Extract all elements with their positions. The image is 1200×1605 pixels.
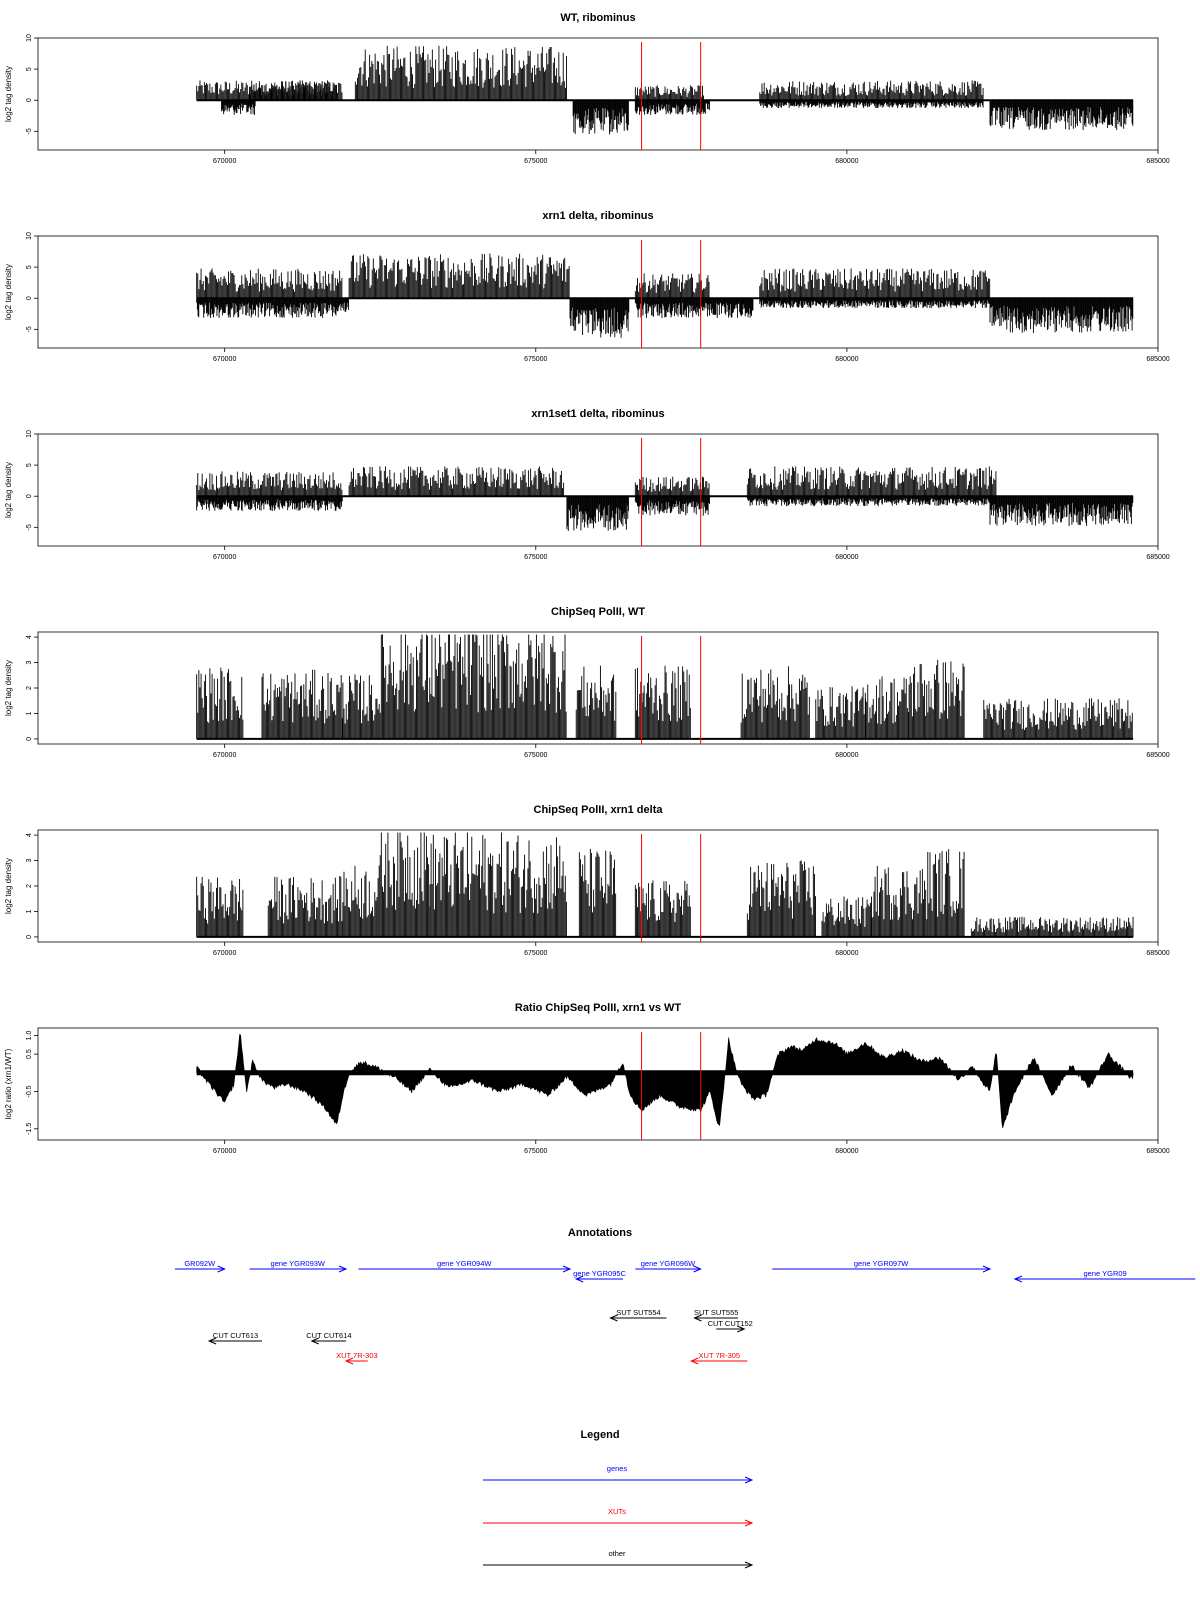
x-tick-label: 680000 <box>835 554 858 561</box>
data-segment-4 <box>570 298 629 338</box>
data-segment-8 <box>760 298 990 308</box>
y-tick-label: 5 <box>26 67 33 71</box>
y-tick-label: 5 <box>26 463 33 467</box>
x-tick-label: 670000 <box>213 554 236 561</box>
y-axis-label: log2 tag density <box>4 264 13 320</box>
x-tick-label: 680000 <box>835 752 858 759</box>
data-segment-9 <box>990 298 1133 333</box>
x-tick-label: 685000 <box>1146 752 1169 759</box>
y-tick-label: 2 <box>26 686 33 690</box>
data-segment-6 <box>635 85 703 100</box>
panel-4: ChipSeq PolII, WT log2 tag density 4 3 2 1 0 67… <box>4 606 1170 759</box>
panel-title: xrn1 delta, ribominus <box>542 210 653 222</box>
data-segment-8 <box>747 496 996 506</box>
data-segment-1 <box>197 471 342 496</box>
y-tick-label: -5 <box>26 524 33 530</box>
y-tick-label: 10 <box>26 232 33 240</box>
x-tick-label: 680000 <box>835 158 858 165</box>
panel-title: xrn1set1 delta, ribominus <box>531 408 664 420</box>
y-tick-label: 0 <box>26 737 33 741</box>
y-tick-label: -5 <box>26 128 33 134</box>
data-segment-3 <box>349 466 563 496</box>
data-segment-2 <box>197 298 349 318</box>
y-tick-label: 1 <box>26 711 33 715</box>
x-tick-label: 670000 <box>213 752 236 759</box>
data-segment-1 <box>197 668 243 739</box>
data-segment-7 <box>635 100 709 115</box>
data-segment-2 <box>222 100 256 115</box>
data-segment-6 <box>635 496 709 516</box>
y-axis-label: log2 tag density <box>4 462 13 518</box>
data-segment-5 <box>635 273 709 298</box>
y-tick-label: 4 <box>26 635 33 639</box>
data-segment-9 <box>760 100 983 108</box>
data-segment-3 <box>343 674 379 739</box>
y-tick-label: 0 <box>26 494 33 498</box>
data-segment-1 <box>197 268 342 298</box>
x-tick-label: 685000 <box>1146 356 1169 363</box>
data-segment-5 <box>635 477 709 497</box>
y-tick-label: -5 <box>26 326 33 332</box>
panel-2: xrn1 delta, ribominus log2 tag density 10 5… <box>4 210 1170 363</box>
x-tick-label: 675000 <box>524 158 547 165</box>
panel-title: WT, ribominus <box>560 12 635 24</box>
x-tick-label: 670000 <box>213 356 236 363</box>
data-segment-2 <box>262 670 342 739</box>
panel-1: WT, ribominus log2 tag density 10 5 0 -5 67000… <box>4 12 1170 165</box>
data-segment-2 <box>197 496 343 511</box>
data-segment-5 <box>573 100 628 134</box>
y-tick-label: 10 <box>26 34 33 42</box>
y-tick-label: 3 <box>26 660 33 664</box>
y-tick-label: 5 <box>26 265 33 269</box>
data-segment-4 <box>567 496 629 531</box>
x-tick-label: 675000 <box>524 356 547 363</box>
data-segment-9 <box>990 496 1133 526</box>
data-segment-10 <box>990 100 1133 130</box>
data-segment-7 <box>760 268 990 298</box>
y-tick-label: 0 <box>26 98 33 102</box>
data-segment-4 <box>380 635 566 739</box>
data-segment-7 <box>747 466 996 496</box>
data-segment-3 <box>349 254 569 299</box>
plot-frame <box>38 38 1158 150</box>
x-tick-label: 685000 <box>1146 554 1169 561</box>
x-tick-label: 685000 <box>1146 158 1169 165</box>
data-segment-8 <box>760 80 983 100</box>
panel-title: ChipSeq PolII, WT <box>551 606 645 618</box>
y-tick-label: 0 <box>26 296 33 300</box>
x-tick-label: 680000 <box>835 356 858 363</box>
x-tick-label: 670000 <box>213 158 236 165</box>
y-axis-label: log2 tag density <box>4 66 13 122</box>
x-tick-label: 675000 <box>524 752 547 759</box>
panel-3: xrn1set1 delta, ribominus log2 tag densit… <box>4 408 1170 561</box>
y-tick-label: 10 <box>26 430 33 438</box>
data-segment-4 <box>355 46 566 100</box>
data-segment-6 <box>635 298 753 318</box>
x-tick-label: 675000 <box>524 554 547 561</box>
y-axis-label: log2 tag density <box>4 660 13 716</box>
